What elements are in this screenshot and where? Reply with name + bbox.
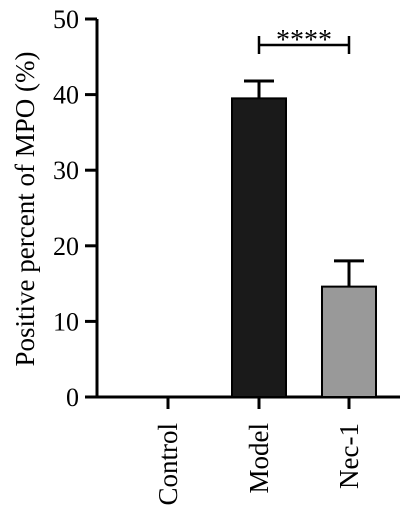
y-tick-label-40: 40 — [53, 81, 79, 110]
x-tick-label-nec-1: Nec-1 — [334, 423, 364, 489]
significance-label-0: **** — [276, 25, 332, 56]
y-tick-label-10: 10 — [53, 307, 79, 336]
bar-model — [231, 97, 287, 398]
x-tick-label-model: Model — [244, 423, 274, 494]
significance-group: **** — [257, 25, 351, 56]
bars-group — [231, 79, 377, 398]
y-axis-title: Positive percent of MPO (%) — [10, 52, 40, 367]
bar-nec-1 — [321, 285, 377, 398]
x-tick-label-control: Control — [153, 423, 183, 506]
axes: 0 10 20 30 40 50 Control Model Nec-1 — [53, 5, 400, 506]
y-tick-label-20: 20 — [53, 232, 79, 261]
y-tick-label-0: 0 — [66, 383, 79, 412]
y-tick-label-30: 30 — [53, 156, 79, 185]
y-tick-label-50: 50 — [53, 5, 79, 34]
